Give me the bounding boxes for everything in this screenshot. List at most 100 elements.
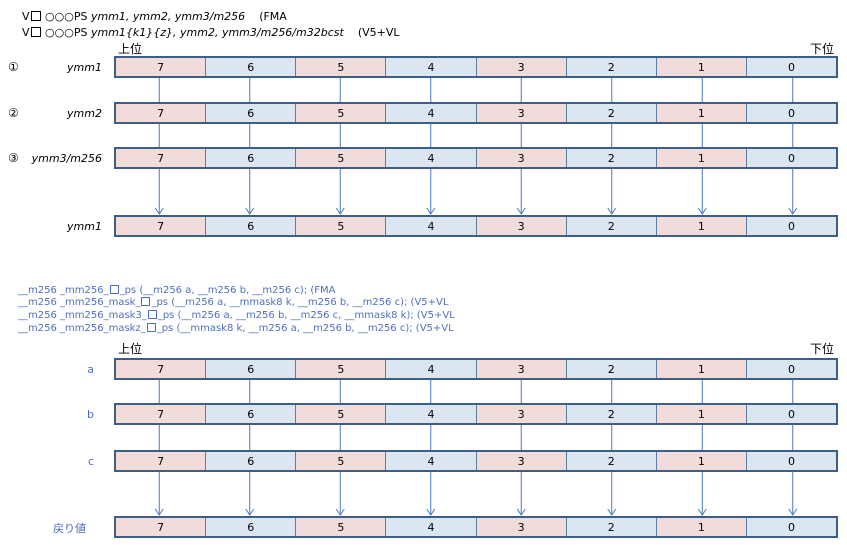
- element-cell-6: 6: [206, 452, 297, 470]
- element-cell-6: 6: [206, 58, 297, 76]
- element-cell-2: 2: [566, 405, 657, 423]
- element-cell-0: 0: [746, 58, 836, 76]
- arrowhead-icon: [245, 207, 255, 215]
- suffix: PS: [73, 10, 88, 23]
- prototype-maskz: __m256 _mm256_maskz_ _ps (__mmask8 k, __m…: [18, 323, 454, 334]
- placeholder-box-icon: [147, 310, 157, 319]
- operand-label-b: b: [87, 408, 94, 421]
- register-label-ymm3: ymm3/m256: [31, 152, 102, 165]
- extension: (V5+VL: [357, 26, 400, 39]
- element-cell-4: 4: [386, 518, 477, 536]
- element-cell-0: 0: [746, 360, 836, 378]
- element-cell-5: 5: [296, 452, 387, 470]
- element-cell-3: 3: [476, 360, 567, 378]
- element-cell-4: 4: [386, 149, 477, 167]
- step-number-2: ②: [8, 106, 19, 120]
- element-cell-2: 2: [566, 518, 657, 536]
- arrowhead-icon: [607, 508, 617, 516]
- element-cell-1: 1: [656, 360, 747, 378]
- element-cell-4: 4: [386, 405, 477, 423]
- prototype-suffix: _ps (__m256 a, __m256 b, __m256 c, __mma…: [157, 310, 455, 321]
- prototype-prefix: __m256 _mm256_maskz_: [18, 323, 146, 334]
- result-label-ymm1: ymm1: [67, 220, 102, 233]
- element-cell-5: 5: [296, 518, 387, 536]
- placeholder-box-icon: [30, 27, 41, 37]
- step-number-3: ③: [8, 151, 19, 165]
- element-cell-0: 0: [746, 452, 836, 470]
- step-number-1: ①: [8, 60, 19, 74]
- element-cell-6: 6: [206, 104, 297, 122]
- element-cell-2: 2: [566, 104, 657, 122]
- element-cell-3: 3: [476, 518, 567, 536]
- element-cell-6: 6: [206, 217, 297, 235]
- element-cell-7: 7: [116, 452, 207, 470]
- element-cell-0: 0: [746, 405, 836, 423]
- prefix: V: [22, 26, 30, 39]
- suffix: PS: [73, 26, 88, 39]
- high-label: 上位: [118, 42, 143, 56]
- element-cell-4: 4: [386, 58, 477, 76]
- element-cell-3: 3: [476, 452, 567, 470]
- element-cell-4: 4: [386, 217, 477, 235]
- element-cell-6: 6: [206, 518, 297, 536]
- element-cell-2: 2: [566, 360, 657, 378]
- circles: ○○○: [45, 10, 74, 23]
- element-cell-5: 5: [296, 104, 387, 122]
- element-cell-6: 6: [206, 149, 297, 167]
- arrowhead-icon: [697, 207, 707, 215]
- element-cell-0: 0: [746, 217, 836, 235]
- element-cell-5: 5: [296, 58, 387, 76]
- prototype-mask: __m256 _mm256_mask_ _ps (__m256 a, __mmas…: [18, 297, 448, 308]
- element-cell-3: 3: [476, 149, 567, 167]
- element-cell-2: 2: [566, 217, 657, 235]
- arrowhead-icon: [154, 207, 164, 215]
- arrowhead-icon: [426, 508, 436, 516]
- arrowhead-icon: [788, 508, 798, 516]
- element-cell-3: 3: [476, 58, 567, 76]
- element-cell-4: 4: [386, 452, 477, 470]
- low-label: 下位: [810, 342, 835, 356]
- element-cell-1: 1: [656, 217, 747, 235]
- element-cell-2: 2: [566, 149, 657, 167]
- instruction-line-v5vl: V ○○○PS ymm1{k1}{z}, ymm2, ymm3/m256/m32…: [22, 26, 400, 39]
- element-cell-7: 7: [116, 149, 207, 167]
- element-cell-0: 0: [746, 149, 836, 167]
- prefix: V: [22, 10, 30, 23]
- element-cell-4: 4: [386, 360, 477, 378]
- element-cell-3: 3: [476, 104, 567, 122]
- element-cell-1: 1: [656, 405, 747, 423]
- prototype-prefix: __m256 _mm256_: [18, 285, 109, 296]
- element-cell-7: 7: [116, 217, 207, 235]
- element-cell-0: 0: [746, 518, 836, 536]
- element-cell-1: 1: [656, 518, 747, 536]
- element-cell-7: 7: [116, 58, 207, 76]
- arrowhead-icon: [335, 207, 345, 215]
- placeholder-box-icon: [30, 11, 41, 21]
- extension: (FMA: [259, 10, 287, 23]
- element-cell-6: 6: [206, 360, 297, 378]
- prototype-mask3: __m256 _mm256_mask3_ _ps (__m256 a, __m25…: [18, 310, 455, 321]
- arrowhead-icon: [335, 508, 345, 516]
- element-cell-7: 7: [116, 360, 207, 378]
- element-cell-5: 5: [296, 405, 387, 423]
- register-label-ymm2: ymm2: [67, 107, 102, 120]
- element-cell-1: 1: [656, 452, 747, 470]
- arrowhead-icon: [516, 207, 526, 215]
- instruction-line-fma: V ○○○PS ymm1, ymm2, ymm3/m256 (FMA: [22, 10, 287, 23]
- prototype-suffix: _ps (__m256 a, __mmask8 k, __m256 b, __m…: [151, 297, 449, 308]
- operand-label-a: a: [87, 363, 94, 376]
- prototype-fma: __m256 _mm256_ _ps (__m256 a, __m256 b, _…: [18, 285, 336, 296]
- element-cell-5: 5: [296, 360, 387, 378]
- low-label: 下位: [810, 42, 835, 56]
- element-cell-1: 1: [656, 149, 747, 167]
- operand-label-c: c: [87, 455, 94, 468]
- arrowhead-icon: [426, 207, 436, 215]
